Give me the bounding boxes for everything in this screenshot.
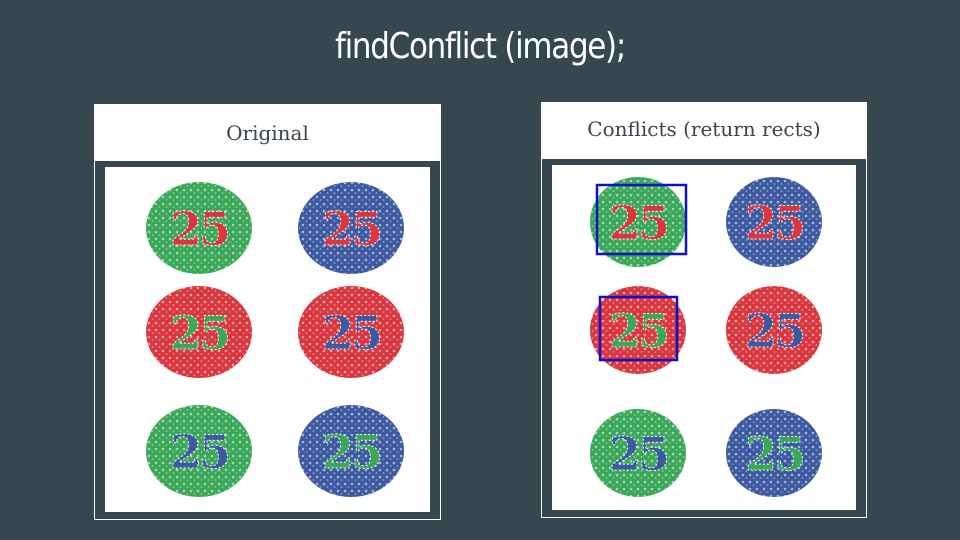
conflicts-plates-area: 25 25 25 25 25 [552,165,856,510]
conflicts-panel: Conflicts (return rects) 25 25 [541,102,867,518]
plate-4-label: 25 [170,425,228,479]
conflict-plate-1-texture [726,177,822,267]
conflicts-plates-svg: 25 25 25 25 25 [590,177,822,497]
plate-2-label: 25 [170,306,228,360]
conflict-plate-3-texture [726,286,822,374]
conflict-plate-3-label: 25 [745,304,803,358]
conflict-plate-4-texture [590,409,686,497]
plate-2: 25 [146,286,252,378]
plate-0: 25 [146,182,252,274]
conflict-plate-1-label: 25 [745,196,803,250]
original-panel: Original 25 25 25 [94,104,441,520]
plate-1-label: 25 [322,202,380,256]
conflict-rect-0 [595,183,688,256]
plate-5-label: 25 [322,425,380,479]
conflict-plate-5-label: 25 [745,427,803,481]
plate-5: 25 [298,405,404,497]
plate-1: 25 [298,182,404,274]
plate-0-texture [146,182,252,274]
plate-5-texture [298,405,404,497]
conflict-plate-5-texture [726,409,822,497]
plate-3-texture [298,286,404,378]
plate-4: 25 [146,405,252,497]
conflict-plate-0-texture [590,177,686,267]
conflict-plate-2-label: 25 [609,304,667,358]
plate-0-label: 25 [170,202,228,256]
conflict-plate-1: 25 [726,177,822,267]
original-panel-title: Original [95,105,440,161]
conflict-plate-5: 25 [726,409,822,497]
conflict-plate-4: 25 [590,409,686,497]
slide-title: findConflict (image); [334,26,626,67]
conflict-plate-3: 25 [726,286,822,374]
plate-4-texture [146,405,252,497]
plate-3-label: 25 [322,306,380,360]
plate-2-texture [146,286,252,378]
conflict-rect-1 [598,295,679,362]
conflict-plate-4-label: 25 [609,427,667,481]
conflict-plate-0: 25 [590,177,686,267]
plate-3: 25 [298,286,404,378]
conflict-plate-0-label: 25 [609,196,667,250]
original-plates-area: 25 25 25 25 25 [105,167,430,512]
original-plates-svg: 25 25 25 25 25 [146,182,404,497]
plate-1-texture [298,182,404,274]
conflicts-panel-title: Conflicts (return rects) [542,103,866,159]
conflict-plate-2-texture [590,286,686,374]
conflict-plate-2: 25 [590,286,686,374]
